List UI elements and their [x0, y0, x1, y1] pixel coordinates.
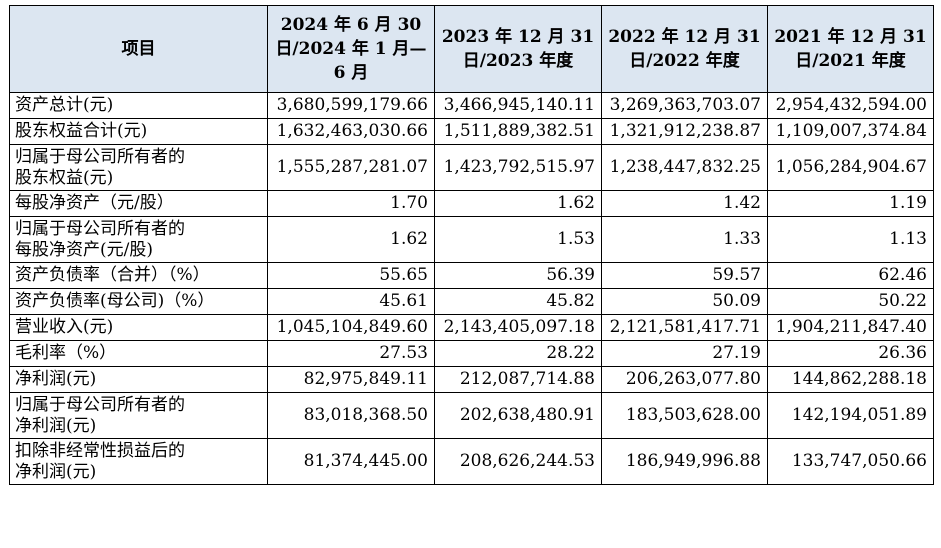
cell-2023: 2,143,405,097.18 — [434, 314, 602, 341]
cell-2024h1: 82,975,849.11 — [267, 366, 435, 393]
cell-2024h1: 45.61 — [267, 288, 435, 315]
row-label: 归属于母公司所有者的 股东权益(元) — [9, 144, 268, 191]
cell-2024h1: 27.53 — [267, 340, 435, 367]
cell-2024h1: 1,555,287,281.07 — [267, 144, 435, 191]
table-row: 股东权益合计(元) 1,632,463,030.66 1,511,889,382… — [9, 118, 934, 145]
cell-2022: 59.57 — [601, 262, 768, 289]
cell-2023: 212,087,714.88 — [434, 366, 602, 393]
cell-2022: 1.42 — [601, 190, 768, 217]
cell-2023: 1,423,792,515.97 — [434, 144, 602, 191]
table-row: 营业收入(元) 1,045,104,849.60 2,143,405,097.1… — [9, 314, 934, 341]
cell-2022: 2,121,581,417.71 — [601, 314, 768, 341]
table-row: 净利润(元) 82,975,849.11 212,087,714.88 206,… — [9, 366, 934, 393]
table-row: 归属于母公司所有者的 净利润(元) 83,018,368.50 202,638,… — [9, 392, 934, 439]
row-label: 毛利率（%） — [9, 340, 268, 367]
header-item: 项目 — [9, 5, 268, 93]
cell-2022: 1,238,447,832.25 — [601, 144, 768, 191]
row-label: 股东权益合计(元) — [9, 118, 268, 145]
cell-2023: 28.22 — [434, 340, 602, 367]
row-label: 归属于母公司所有者的 每股净资产(元/股) — [9, 216, 268, 263]
table-row: 毛利率（%） 27.53 28.22 27.19 26.36 — [9, 340, 934, 367]
cell-2021: 142,194,051.89 — [767, 392, 934, 439]
cell-2022: 27.19 — [601, 340, 768, 367]
cell-2021: 1.13 — [767, 216, 934, 263]
table-row: 资产负债率（合并）（%） 55.65 56.39 59.57 62.46 — [9, 262, 934, 289]
cell-2023: 56.39 — [434, 262, 602, 289]
cell-2023: 45.82 — [434, 288, 602, 315]
cell-2023: 3,466,945,140.11 — [434, 92, 602, 119]
header-period-2023: 2023 年 12 月 31 日/2023 年度 — [434, 5, 602, 93]
row-label: 扣除非经常性损益后的 净利润(元) — [9, 438, 268, 485]
cell-2024h1: 81,374,445.00 — [267, 438, 435, 485]
row-label: 归属于母公司所有者的 净利润(元) — [9, 392, 268, 439]
cell-2024h1: 1,045,104,849.60 — [267, 314, 435, 341]
cell-2021: 1,109,007,374.84 — [767, 118, 934, 145]
table-header-row: 项目 2024 年 6 月 30 日/2024 年 1 月—6 月 2023 年… — [9, 5, 934, 93]
cell-2024h1: 1.62 — [267, 216, 435, 263]
cell-2022: 206,263,077.80 — [601, 366, 768, 393]
cell-2023: 208,626,244.53 — [434, 438, 602, 485]
cell-2022: 183,503,628.00 — [601, 392, 768, 439]
cell-2021: 1,904,211,847.40 — [767, 314, 934, 341]
cell-2022: 3,269,363,703.07 — [601, 92, 768, 119]
cell-2022: 1,321,912,238.87 — [601, 118, 768, 145]
table-row: 归属于母公司所有者的 每股净资产(元/股) 1.62 1.53 1.33 1.1… — [9, 216, 934, 263]
financial-data-table: 项目 2024 年 6 月 30 日/2024 年 1 月—6 月 2023 年… — [9, 5, 934, 485]
cell-2024h1: 55.65 — [267, 262, 435, 289]
cell-2024h1: 83,018,368.50 — [267, 392, 435, 439]
cell-2021: 1.19 — [767, 190, 934, 217]
cell-2021: 2,954,432,594.00 — [767, 92, 934, 119]
table-row: 归属于母公司所有者的 股东权益(元) 1,555,287,281.07 1,42… — [9, 144, 934, 191]
header-period-2022: 2022 年 12 月 31 日/2022 年度 — [601, 5, 768, 93]
cell-2023: 1,511,889,382.51 — [434, 118, 602, 145]
table-row: 扣除非经常性损益后的 净利润(元) 81,374,445.00 208,626,… — [9, 438, 934, 485]
cell-2024h1: 1.70 — [267, 190, 435, 217]
row-label: 资产负债率（合并）（%） — [9, 262, 268, 289]
table-row: 资产负债率(母公司)（%） 45.61 45.82 50.09 50.22 — [9, 288, 934, 315]
row-label: 资产总计(元) — [9, 92, 268, 119]
row-label: 资产负债率(母公司)（%） — [9, 288, 268, 315]
cell-2024h1: 3,680,599,179.66 — [267, 92, 435, 119]
cell-2023: 1.53 — [434, 216, 602, 263]
cell-2022: 186,949,996.88 — [601, 438, 768, 485]
header-period-2024h1: 2024 年 6 月 30 日/2024 年 1 月—6 月 — [267, 5, 435, 93]
row-label: 净利润(元) — [9, 366, 268, 393]
cell-2021: 26.36 — [767, 340, 934, 367]
cell-2022: 50.09 — [601, 288, 768, 315]
cell-2021: 62.46 — [767, 262, 934, 289]
cell-2022: 1.33 — [601, 216, 768, 263]
cell-2021: 144,862,288.18 — [767, 366, 934, 393]
row-label: 每股净资产（元/股） — [9, 190, 268, 217]
cell-2023: 1.62 — [434, 190, 602, 217]
cell-2023: 202,638,480.91 — [434, 392, 602, 439]
table-row: 资产总计(元) 3,680,599,179.66 3,466,945,140.1… — [9, 92, 934, 119]
cell-2021: 50.22 — [767, 288, 934, 315]
header-period-2021: 2021 年 12 月 31 日/2021 年度 — [767, 5, 934, 93]
table-row: 每股净资产（元/股） 1.70 1.62 1.42 1.19 — [9, 190, 934, 217]
cell-2024h1: 1,632,463,030.66 — [267, 118, 435, 145]
row-label: 营业收入(元) — [9, 314, 268, 341]
cell-2021: 1,056,284,904.67 — [767, 144, 934, 191]
cell-2021: 133,747,050.66 — [767, 438, 934, 485]
